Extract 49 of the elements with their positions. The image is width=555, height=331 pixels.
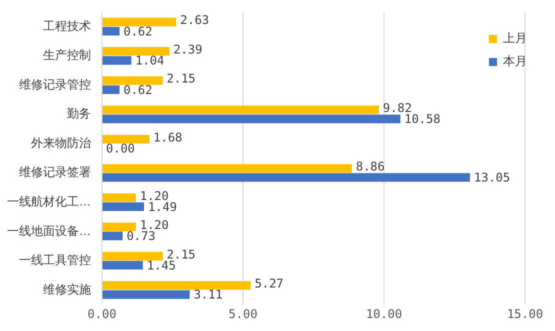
bar [102, 47, 170, 56]
bar [102, 222, 136, 232]
legend-label: 上月 [503, 30, 527, 47]
bar [102, 260, 143, 270]
data-label: 0.00 [106, 141, 135, 156]
y-tick-label: 工程技术 [43, 18, 91, 33]
data-label: 10.58 [404, 112, 440, 126]
data-label: 8.86 [356, 160, 385, 174]
bar [102, 232, 123, 240]
y-tick-label: 一线航材化工… [7, 194, 91, 209]
bar [102, 202, 144, 212]
y-tick-label: 维修实施 [43, 282, 91, 296]
data-label: 1.68 [153, 130, 182, 144]
data-label: 0.62 [123, 24, 152, 38]
bar [102, 85, 120, 94]
legend-label: 本月 [503, 53, 527, 70]
bar [102, 106, 379, 114]
data-label: 2.63 [180, 13, 210, 28]
y-tick-label: 外来物防治 [31, 136, 91, 150]
bar [102, 26, 120, 36]
data-label: 5.27 [254, 276, 284, 291]
data-label: 2.39 [173, 42, 202, 56]
y-tick-label: 一线地面设备… [7, 224, 91, 238]
data-label: 13.05 [474, 170, 510, 185]
bar [102, 290, 190, 299]
data-label: 2.15 [166, 72, 196, 86]
bar [102, 18, 176, 26]
bar [102, 164, 352, 173]
y-tick-label: 一线工具管控 [19, 253, 91, 268]
x-tick-label: 10.00 [366, 306, 402, 321]
bar [102, 134, 150, 144]
bar [102, 281, 251, 290]
bar [102, 173, 470, 182]
bar [102, 56, 132, 65]
bar [102, 114, 400, 124]
y-tick-label: 维修记录签署 [19, 165, 91, 180]
data-label: 0.62 [123, 82, 152, 97]
x-tick-label: 5.00 [228, 306, 258, 321]
bar [102, 76, 163, 85]
bar [102, 252, 163, 260]
bar [102, 193, 136, 202]
y-tick-label: 生产控制 [43, 48, 91, 62]
y-tick-label: 勤务 [67, 106, 91, 121]
x-tick-label: 0.00 [88, 306, 116, 321]
data-label: 1.04 [135, 54, 164, 68]
x-tick-label: 15.00 [506, 306, 544, 321]
data-label: 3.11 [194, 288, 223, 302]
y-tick-label: 维修记录管控 [19, 77, 91, 92]
data-label: 9.82 [382, 101, 412, 115]
